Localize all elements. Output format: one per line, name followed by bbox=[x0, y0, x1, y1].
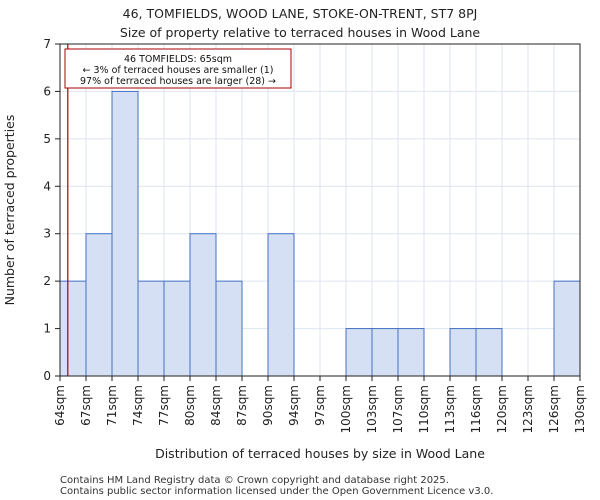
annotation-line-1: 46 TOMFIELDS: 65sqm bbox=[124, 54, 232, 65]
y-tick-label: 1 bbox=[43, 322, 51, 336]
x-tick-label: 74sqm bbox=[131, 385, 145, 426]
x-tick-label: 97sqm bbox=[313, 385, 327, 426]
annotation-line-3: 97% of terraced houses are larger (28) → bbox=[80, 76, 276, 87]
y-tick-label: 6 bbox=[43, 84, 51, 98]
x-tick-label: 120sqm bbox=[495, 385, 509, 433]
x-tick-label: 100sqm bbox=[339, 385, 353, 433]
y-tick-label: 3 bbox=[43, 227, 51, 241]
x-tick-label: 126sqm bbox=[547, 385, 561, 433]
x-tick-label: 71sqm bbox=[105, 385, 119, 426]
histogram-bar bbox=[163, 280, 191, 377]
histogram-bar bbox=[189, 233, 217, 377]
x-tick-label: 64sqm bbox=[53, 385, 67, 426]
annotation-line-2: ← 3% of terraced houses are smaller (1) bbox=[83, 65, 274, 76]
x-tick-label: 107sqm bbox=[391, 385, 405, 433]
histogram-bar bbox=[267, 233, 295, 377]
x-tick-label: 77sqm bbox=[157, 385, 171, 426]
footer-line-1: Contains HM Land Registry data © Crown c… bbox=[60, 475, 449, 486]
y-axis-label: Number of terraced properties bbox=[2, 115, 17, 306]
histogram-bar bbox=[345, 328, 373, 377]
y-axis: 0 1 2 3 4 5 6 7 bbox=[43, 37, 60, 383]
x-tick-label: 67sqm bbox=[79, 385, 93, 426]
x-tick-label: 90sqm bbox=[261, 385, 275, 426]
histogram-bar bbox=[371, 328, 399, 377]
histogram-bar bbox=[553, 280, 581, 377]
histogram-bar bbox=[137, 280, 165, 377]
histogram-bar bbox=[85, 233, 113, 377]
x-axis: 64sqm 67sqm 71sqm 74sqm 77sqm 80sqm 84sqm 87sqm… bbox=[53, 376, 587, 433]
histogram-bar bbox=[59, 280, 87, 377]
x-tick-label: 87sqm bbox=[235, 385, 249, 426]
chart-subtitle: Size of property relative to terraced ho… bbox=[120, 25, 480, 40]
x-tick-label: 103sqm bbox=[365, 385, 379, 433]
x-tick-label: 130sqm bbox=[573, 385, 587, 433]
x-tick-label: 94sqm bbox=[287, 385, 301, 426]
chart-title: 46, TOMFIELDS, WOOD LANE, STOKE-ON-TRENT… bbox=[123, 6, 478, 21]
footer-line-2: Contains public sector information licen… bbox=[60, 486, 493, 497]
histogram-bar bbox=[215, 280, 243, 377]
x-axis-label: Distribution of terraced houses by size … bbox=[155, 446, 485, 461]
x-tick-label: 113sqm bbox=[443, 385, 457, 433]
annotation-box: 46 TOMFIELDS: 65sqm ← 3% of terraced hou… bbox=[64, 48, 292, 89]
y-tick-label: 4 bbox=[43, 179, 51, 193]
x-tick-label: 84sqm bbox=[209, 385, 223, 426]
y-tick-label: 0 bbox=[43, 369, 51, 383]
x-tick-label: 110sqm bbox=[417, 385, 431, 433]
histogram-bar bbox=[449, 328, 477, 377]
x-tick-label: 80sqm bbox=[183, 385, 197, 426]
histogram-bar bbox=[111, 90, 139, 377]
histogram-bar bbox=[475, 328, 503, 377]
annotation-frame bbox=[64, 48, 292, 89]
y-tick-label: 7 bbox=[43, 37, 51, 51]
histogram-bar bbox=[397, 328, 425, 377]
bars bbox=[59, 90, 581, 377]
y-tick-label: 5 bbox=[43, 132, 51, 146]
y-tick-label: 2 bbox=[43, 274, 51, 288]
x-tick-label: 123sqm bbox=[521, 385, 535, 433]
x-tick-label: 116sqm bbox=[469, 385, 483, 433]
